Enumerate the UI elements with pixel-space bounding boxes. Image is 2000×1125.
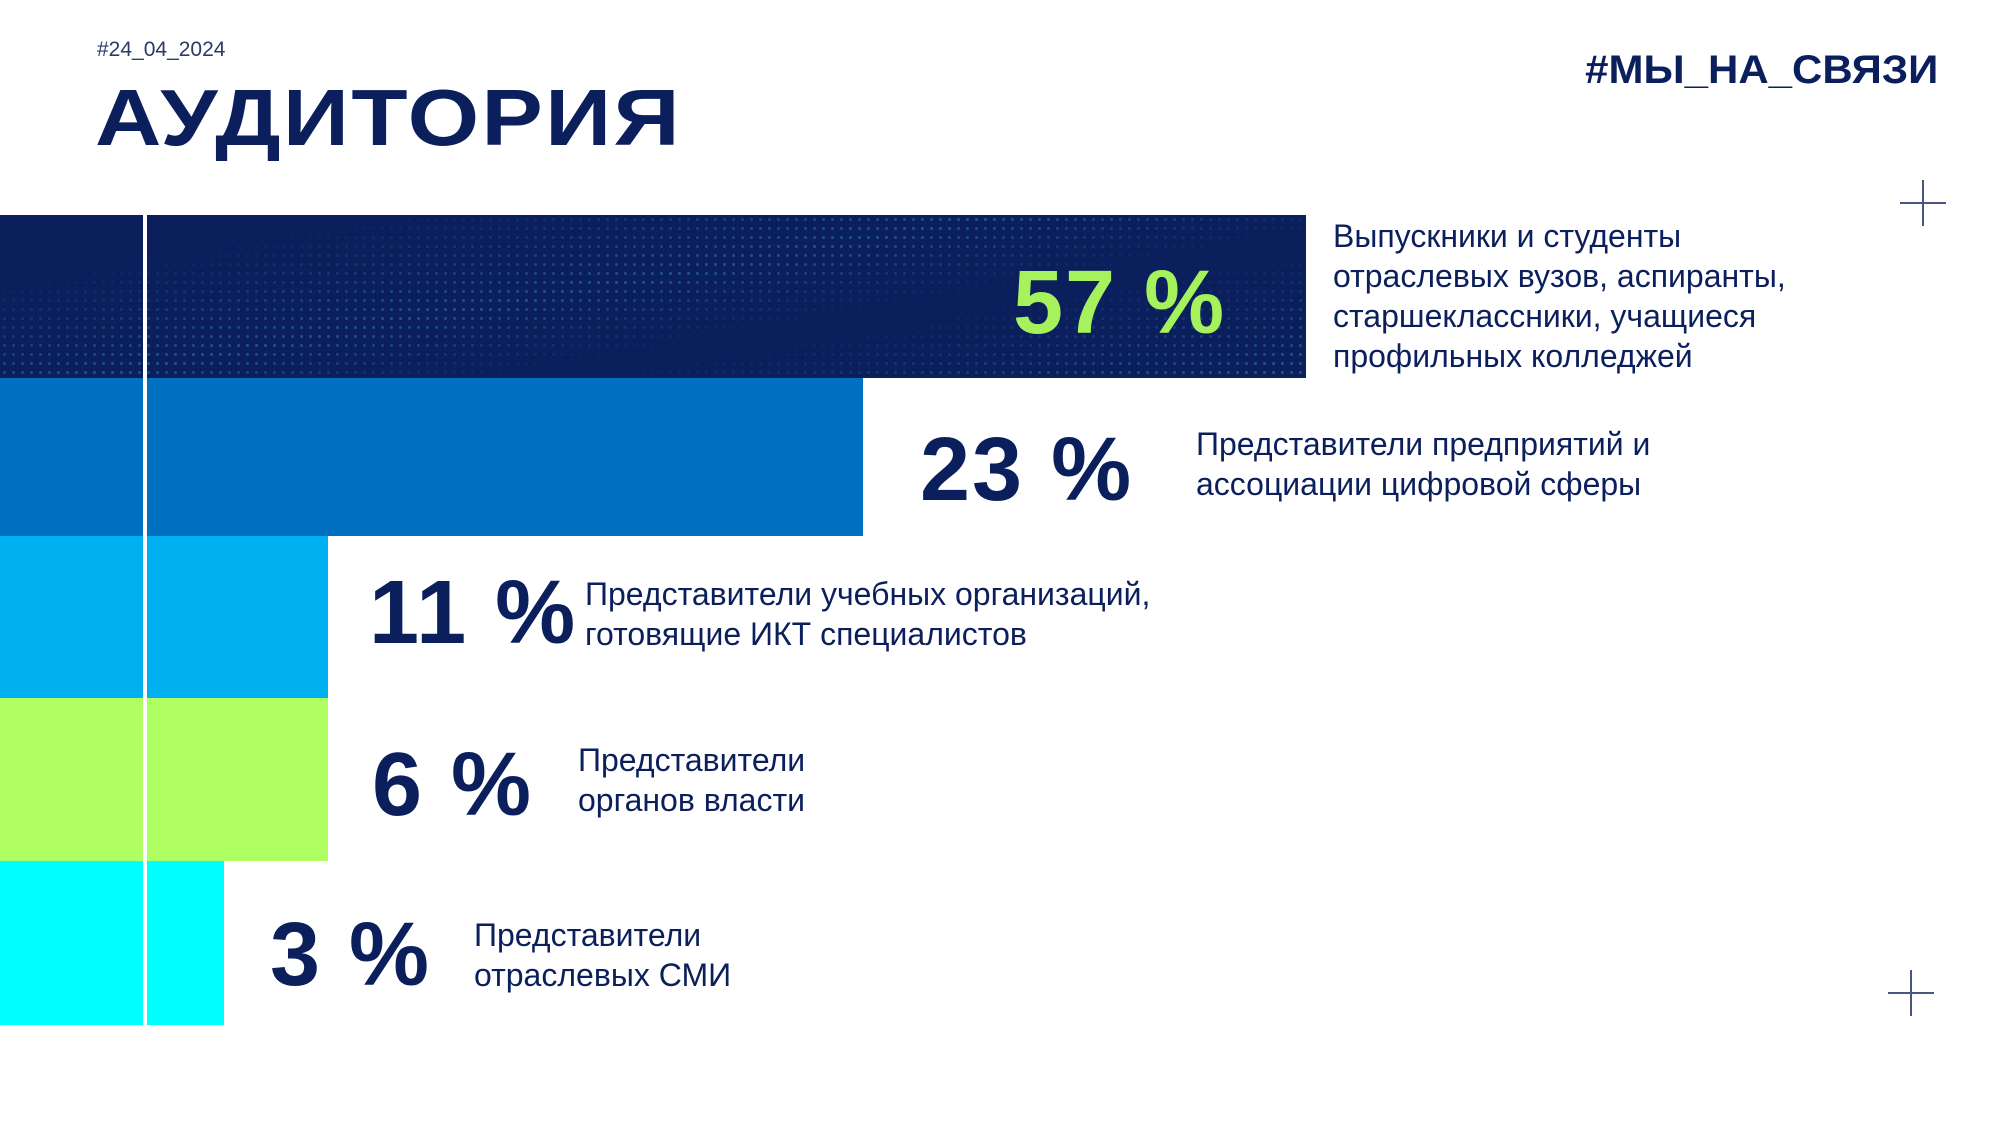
description-line: Представители учебных организаций, [585, 576, 1151, 612]
cross-decoration-icon [1888, 970, 1934, 1016]
description-line: органов власти [578, 782, 805, 818]
percent-label: 6 % [372, 735, 534, 835]
description-line: ассоциации цифровой сферы [1196, 466, 1642, 502]
description-line: профильных колледжей [1333, 338, 1693, 374]
bar-6 [0, 698, 328, 861]
description-line: Представители предприятий и [1196, 426, 1651, 462]
percent-label: 11 % [369, 563, 578, 663]
bar-23 [0, 378, 863, 536]
percent-label: 3 % [270, 905, 432, 1005]
hashtag: #МЫ_НА_СВЯЗИ [1584, 48, 1938, 92]
category-description: Представители предприятий и ассоциации ци… [1196, 424, 1650, 504]
bar-11 [0, 536, 328, 698]
dotted-wave-pattern [0, 215, 1306, 378]
description-line: Выпускники и студенты [1333, 218, 1682, 254]
page-title: АУДИТОРИЯ [95, 73, 682, 162]
divider-line [143, 215, 147, 1025]
percent-label: 23 % [920, 420, 1134, 520]
bar-57 [0, 215, 1306, 378]
bar-3 [0, 861, 224, 1025]
category-description: Представители отраслевых СМИ [474, 915, 731, 995]
description-line: отраслевых вузов, аспиранты, [1333, 258, 1786, 294]
description-line: готовящие ИКТ специалистов [585, 616, 1027, 652]
description-line: Представители [474, 917, 702, 953]
percent-label: 57 % [1013, 253, 1227, 353]
category-description: Представители органов власти [578, 740, 805, 820]
category-description: Выпускники и студенты отраслевых вузов, а… [1333, 216, 1786, 376]
date-tag: #24_04_2024 [97, 38, 226, 61]
description-line: старшеклассники, учащиеся [1333, 298, 1757, 334]
description-line: Представители [578, 742, 806, 778]
category-description: Представители учебных организаций, готовя… [585, 574, 1150, 654]
cross-decoration-icon [1900, 180, 1946, 226]
description-line: отраслевых СМИ [474, 957, 732, 993]
